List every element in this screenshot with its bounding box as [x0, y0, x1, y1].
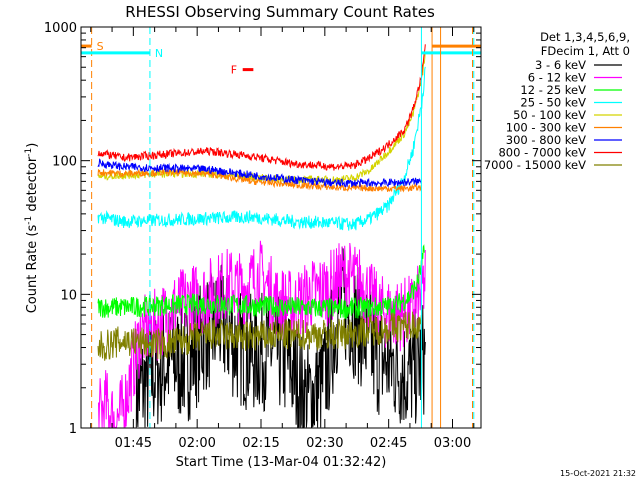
y-axis-label-mid: detector — [25, 156, 40, 216]
y-tick-label: 1 — [69, 422, 77, 437]
x-tick-label: 02:00 — [178, 436, 215, 451]
legend-entry-label: 6 - 12 keV — [528, 71, 586, 85]
y-tick-label: 10 — [60, 288, 77, 303]
series-layer — [97, 44, 426, 428]
legend-entry-label: 25 - 50 keV — [520, 96, 586, 110]
marker-label: N — [155, 47, 163, 60]
marker-layer: S N F — [81, 27, 481, 428]
marker-label: F — [231, 64, 237, 77]
x-tick-label: 02:45 — [370, 436, 407, 451]
legend-entry-label: 100 - 300 keV — [506, 121, 586, 135]
series-line — [97, 66, 426, 231]
x-tick-label: 02:15 — [242, 436, 279, 451]
x-tick-label: 03:00 — [434, 436, 471, 451]
series-line — [97, 158, 422, 188]
y-axis-label: Count Rate (s-1 detector-1) — [24, 143, 40, 314]
legend-header-1: Det 1,3,4,5,6,9, — [540, 30, 630, 44]
plot-frame — [80, 26, 482, 429]
y-axis-label-sup1: -1 — [24, 216, 34, 225]
footer-timestamp: 15-Oct-2021 21:32 — [560, 469, 636, 478]
x-axis: 01:45 02:00 02:15 02:30 02:45 03:00 — [90, 27, 475, 451]
y-axis-label-main: Count Rate (s — [25, 225, 40, 314]
series-line — [97, 44, 426, 171]
legend-entry-label: 50 - 100 keV — [513, 108, 586, 122]
marker-label: S — [97, 40, 104, 53]
y-tick-label: 100 — [52, 155, 77, 170]
y-axis: 1 10 100 1000 — [44, 21, 481, 437]
x-axis-label: Start Time (13-Mar-04 01:32:42) — [176, 455, 387, 470]
y-axis-label-sup2: -1 — [24, 148, 34, 157]
series-line — [98, 240, 426, 428]
series-line — [97, 51, 426, 186]
y-axis-label-end: ) — [25, 143, 40, 148]
legend: Det 1,3,4,5,6,9, FDecim 1, Att 0 3 - 6 k… — [484, 30, 630, 172]
x-tick-label: 01:45 — [115, 436, 152, 451]
series-line — [97, 311, 422, 361]
legend-entry-label: 800 - 7000 keV — [498, 146, 586, 160]
legend-entry-label: 7000 - 15000 keV — [484, 158, 586, 172]
legend-header-2: FDecim 1, Att 0 — [541, 44, 630, 58]
series-line — [97, 167, 422, 193]
legend-entry-label: 12 - 25 keV — [520, 83, 586, 97]
series-line — [97, 244, 425, 320]
chart-title: RHESSI Observing Summary Count Rates — [125, 3, 435, 21]
legend-entry-label: 300 - 800 keV — [506, 133, 586, 147]
legend-entry-label: 3 - 6 keV — [535, 58, 586, 72]
x-tick-label: 02:30 — [306, 436, 343, 451]
y-tick-label: 1000 — [44, 21, 77, 36]
